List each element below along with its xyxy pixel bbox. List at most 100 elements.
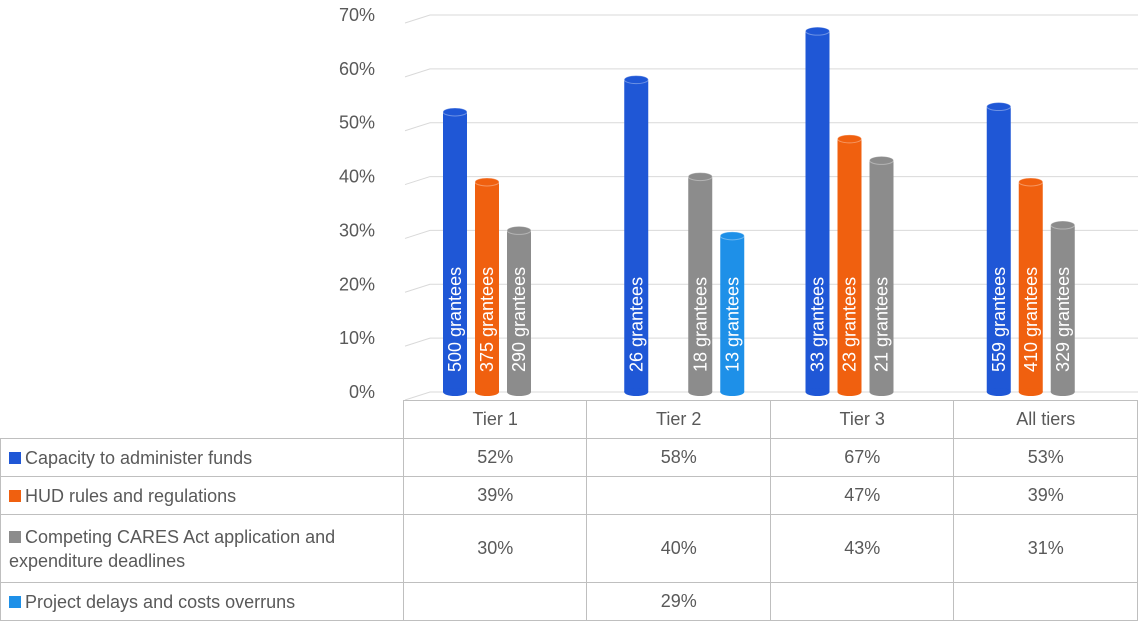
bar bbox=[805, 26, 830, 396]
bar-top bbox=[837, 134, 862, 144]
bar bbox=[687, 172, 713, 396]
y-tick-label: 10% bbox=[339, 328, 375, 348]
data-table: Tier 1 Tier 2 Tier 3 All tiers Capacity to a… bbox=[0, 400, 1138, 621]
bar-label: 23 grantees bbox=[840, 277, 860, 372]
bar-body bbox=[475, 181, 499, 392]
bar-base bbox=[720, 388, 745, 396]
bar-base bbox=[624, 388, 649, 396]
table-value: 30% bbox=[402, 514, 588, 583]
bar bbox=[986, 102, 1012, 396]
plot: 0% 10% 20% 30% 40% 50% 60% 70% 500 grantees 375 g… bbox=[339, 5, 1138, 400]
bar-body bbox=[720, 235, 745, 392]
bar-top bbox=[687, 172, 713, 182]
x-tick-label: Tier 2 bbox=[586, 400, 771, 439]
bar bbox=[474, 177, 500, 396]
y-tick-label: 30% bbox=[339, 220, 375, 240]
bar-base bbox=[1018, 388, 1043, 396]
legend-label: Competing CARES Act application and expe… bbox=[9, 526, 336, 571]
bar bbox=[1018, 177, 1044, 396]
table-value bbox=[402, 582, 588, 621]
bar-label: 26 grantees bbox=[626, 277, 646, 372]
bar-body bbox=[1018, 181, 1043, 392]
bar-base bbox=[1050, 388, 1075, 396]
table-value: 53% bbox=[953, 438, 1138, 477]
bar-label: 290 grantees bbox=[509, 267, 529, 372]
bar-label: 21 grantees bbox=[872, 277, 892, 372]
bar bbox=[837, 134, 862, 396]
bar-label: 375 grantees bbox=[477, 267, 497, 372]
bar-top bbox=[474, 177, 500, 187]
legend-label: HUD rules and regulations bbox=[25, 485, 237, 506]
legend-swatch bbox=[9, 595, 21, 608]
legend-entry: Capacity to administer funds bbox=[0, 438, 404, 477]
table-value: 29% bbox=[586, 582, 771, 621]
bar-top bbox=[506, 225, 532, 235]
grid-line bbox=[404, 68, 1138, 78]
bar-body bbox=[805, 31, 830, 393]
bar-label: 18 grantees bbox=[690, 277, 710, 372]
legend-label: Project delays and costs overruns bbox=[25, 591, 296, 612]
header-blank bbox=[0, 400, 404, 439]
bar-label: 329 grantees bbox=[1053, 267, 1073, 372]
legend-entry: Project delays and costs overruns bbox=[0, 582, 404, 621]
x-tick-label: All tiers bbox=[953, 400, 1138, 439]
bar bbox=[869, 155, 894, 396]
grid-line bbox=[404, 14, 1138, 24]
grid-line bbox=[404, 283, 1138, 293]
grid-line bbox=[404, 176, 1138, 186]
bar-top bbox=[623, 75, 649, 85]
bar-label: 559 grantees bbox=[989, 267, 1009, 372]
legend-entry: HUD rules and regulations bbox=[0, 476, 404, 515]
table-value bbox=[953, 582, 1138, 621]
table-value bbox=[586, 476, 771, 515]
bar-label: 410 grantees bbox=[1021, 267, 1041, 372]
y-tick-label: 50% bbox=[339, 113, 375, 133]
series-row: Competing CARES Act application and expe… bbox=[0, 514, 1138, 583]
table-value: 31% bbox=[953, 514, 1138, 583]
table-value: 58% bbox=[586, 438, 771, 477]
bar-body bbox=[837, 138, 862, 392]
bar-base bbox=[805, 388, 830, 396]
x-tick-label: Tier 1 bbox=[402, 400, 588, 439]
bar-body bbox=[507, 230, 531, 392]
table-value: 47% bbox=[769, 476, 955, 515]
bar-body bbox=[986, 106, 1011, 393]
table-value: 52% bbox=[402, 438, 588, 477]
bar-base bbox=[475, 388, 499, 396]
grid-line bbox=[404, 391, 1138, 400]
y-tick-label: 0% bbox=[349, 382, 375, 400]
bar bbox=[719, 231, 745, 396]
series-row: HUD rules and regulations 39% 47% 39% bbox=[0, 476, 1138, 515]
bar-base bbox=[837, 388, 862, 396]
bar bbox=[1050, 220, 1076, 396]
table-value: 40% bbox=[586, 514, 771, 583]
y-tick-label: 60% bbox=[339, 59, 375, 79]
series-row: Capacity to administer funds 52% 58% 67% 53% bbox=[0, 438, 1138, 477]
bar-top bbox=[1018, 177, 1044, 187]
table-value bbox=[769, 582, 955, 621]
bar-body bbox=[869, 160, 894, 392]
bar-top bbox=[719, 231, 745, 241]
table-value: 67% bbox=[769, 438, 955, 477]
bar-body bbox=[1050, 225, 1075, 392]
header-row: Tier 1 Tier 2 Tier 3 All tiers bbox=[0, 400, 1138, 439]
bar bbox=[442, 107, 468, 396]
x-tick-label: Tier 3 bbox=[769, 400, 955, 439]
bar-base bbox=[986, 388, 1011, 396]
bar-top bbox=[442, 107, 468, 117]
table-value: 43% bbox=[769, 514, 955, 583]
table-value: 39% bbox=[953, 476, 1138, 515]
bar-body bbox=[624, 79, 649, 392]
bar-top bbox=[869, 155, 894, 165]
bar-base bbox=[443, 388, 467, 396]
bar-top bbox=[986, 102, 1012, 112]
bar-label: 33 grantees bbox=[808, 277, 828, 372]
grid-line bbox=[404, 337, 1138, 347]
bar-body bbox=[688, 176, 713, 392]
table-value: 39% bbox=[402, 476, 588, 515]
bar bbox=[623, 75, 649, 396]
bar-label: 500 grantees bbox=[445, 267, 465, 372]
y-tick-label: 40% bbox=[339, 167, 375, 187]
bar bbox=[506, 225, 532, 396]
